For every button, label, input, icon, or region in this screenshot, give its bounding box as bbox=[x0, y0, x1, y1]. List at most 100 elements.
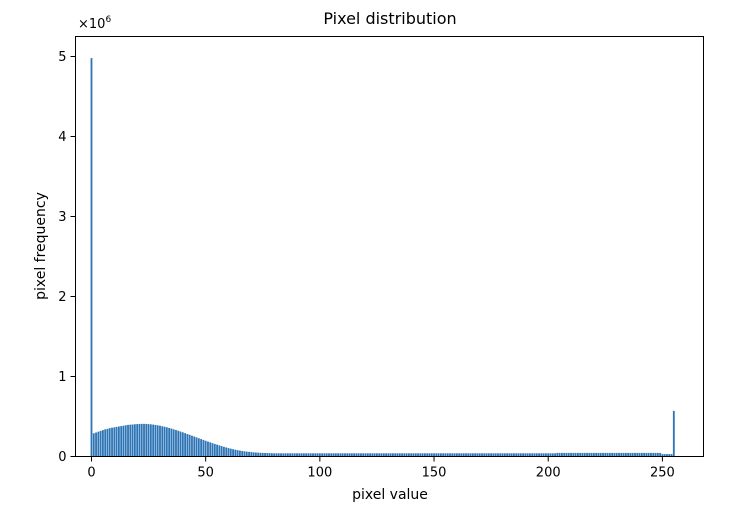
histogram-bar bbox=[330, 453, 333, 457]
histogram-bar bbox=[213, 443, 216, 457]
histogram-bar bbox=[334, 453, 337, 457]
histogram-bar bbox=[325, 453, 328, 457]
histogram-bar bbox=[280, 453, 282, 457]
histogram-bar bbox=[170, 428, 173, 457]
histogram-bar bbox=[620, 452, 623, 457]
histogram-bar bbox=[101, 430, 104, 457]
histogram-bar bbox=[209, 442, 212, 457]
histogram-bar bbox=[551, 453, 554, 457]
histogram-bar bbox=[376, 453, 378, 457]
histogram-bar bbox=[611, 452, 614, 457]
histogram-bar bbox=[332, 453, 335, 457]
histogram-bar bbox=[131, 424, 134, 457]
histogram-bar bbox=[586, 452, 588, 457]
histogram-bar bbox=[398, 453, 401, 457]
histogram-bar bbox=[289, 453, 292, 457]
histogram-bar bbox=[181, 432, 184, 457]
histogram-bar bbox=[264, 452, 266, 457]
histogram-bar bbox=[590, 452, 593, 457]
histogram-bar bbox=[563, 452, 566, 457]
histogram-bar bbox=[147, 424, 150, 457]
histogram-bar bbox=[419, 453, 422, 457]
histogram-bar bbox=[257, 452, 260, 457]
histogram-bar bbox=[364, 453, 367, 457]
x-tick-label: 200 bbox=[536, 466, 561, 481]
histogram-bar bbox=[138, 423, 141, 457]
histogram-bar bbox=[284, 453, 287, 457]
histogram-bar bbox=[328, 453, 330, 457]
histogram-bar bbox=[433, 453, 435, 457]
histogram-bar bbox=[483, 453, 486, 457]
histogram-bar bbox=[99, 430, 102, 457]
histogram-bar bbox=[218, 445, 221, 457]
histogram-bar bbox=[627, 452, 630, 457]
histogram-bar bbox=[624, 452, 627, 457]
histogram-bar bbox=[115, 426, 118, 457]
histogram-bar bbox=[108, 428, 111, 457]
histogram-bar bbox=[341, 453, 344, 457]
histogram-bar bbox=[318, 453, 321, 457]
histogram-bar bbox=[661, 454, 664, 457]
histogram-bar bbox=[234, 449, 237, 457]
histogram-bar bbox=[405, 453, 408, 457]
histogram-bar bbox=[618, 452, 620, 457]
histogram-bar bbox=[360, 453, 362, 457]
histogram-bar bbox=[522, 453, 525, 457]
histogram-bar bbox=[392, 453, 394, 457]
histogram-bar bbox=[204, 440, 207, 457]
histogram-bar bbox=[604, 452, 607, 457]
histogram-bar bbox=[159, 425, 161, 457]
histogram-bar bbox=[465, 453, 467, 457]
histogram-bar bbox=[458, 453, 461, 457]
histogram-bar bbox=[229, 448, 232, 457]
histogram-bar bbox=[350, 453, 353, 457]
histogram-bar bbox=[647, 452, 650, 457]
histogram-bar bbox=[531, 453, 534, 457]
histogram-bar bbox=[510, 453, 513, 457]
histogram-bar bbox=[161, 426, 164, 457]
histogram-bar bbox=[143, 423, 145, 457]
histogram-bar bbox=[254, 452, 257, 457]
y-axis-multiplier: ×106 bbox=[78, 15, 111, 32]
histogram-bar bbox=[188, 434, 191, 457]
histogram-bar bbox=[286, 453, 289, 457]
histogram-bar bbox=[554, 453, 556, 457]
histogram-bar bbox=[90, 58, 93, 457]
histogram-bar bbox=[668, 454, 671, 457]
histogram-bar bbox=[291, 453, 294, 457]
histogram-bar bbox=[252, 452, 255, 457]
histogram-bar bbox=[453, 453, 456, 457]
histogram-bar bbox=[401, 453, 403, 457]
histogram-bar bbox=[282, 453, 285, 457]
histogram-bar bbox=[337, 453, 340, 457]
histogram-bar bbox=[439, 453, 442, 457]
histogram-bar bbox=[497, 453, 499, 457]
histogram-bar bbox=[165, 427, 168, 457]
histogram-bar bbox=[223, 446, 225, 457]
histogram-bar bbox=[549, 453, 552, 457]
histogram-bar bbox=[175, 430, 177, 457]
y-tick-label: 2 bbox=[58, 290, 66, 305]
histogram-bar bbox=[211, 443, 214, 457]
histogram-bar bbox=[268, 453, 271, 457]
histogram-bar bbox=[423, 453, 426, 457]
histogram-bar bbox=[239, 450, 241, 457]
chart-title: Pixel distribution bbox=[323, 9, 456, 28]
histogram-bar bbox=[540, 453, 543, 457]
histogram-bar bbox=[353, 453, 356, 457]
histogram-bar bbox=[373, 453, 376, 457]
histogram-bar bbox=[542, 453, 545, 457]
histogram-bar bbox=[111, 427, 113, 457]
histogram-bar bbox=[503, 453, 506, 457]
histogram-bar bbox=[629, 452, 632, 457]
histogram-bar bbox=[421, 453, 424, 457]
histogram-bar bbox=[513, 453, 515, 457]
histogram-bar bbox=[184, 433, 187, 457]
histogram-bar bbox=[492, 453, 495, 457]
histogram-bar bbox=[442, 453, 445, 457]
x-tick-label: 100 bbox=[307, 466, 332, 481]
histogram-bar bbox=[444, 453, 447, 457]
histogram-bar bbox=[490, 453, 493, 457]
histogram-bar bbox=[348, 453, 351, 457]
y-tick-label: 0 bbox=[58, 450, 66, 465]
